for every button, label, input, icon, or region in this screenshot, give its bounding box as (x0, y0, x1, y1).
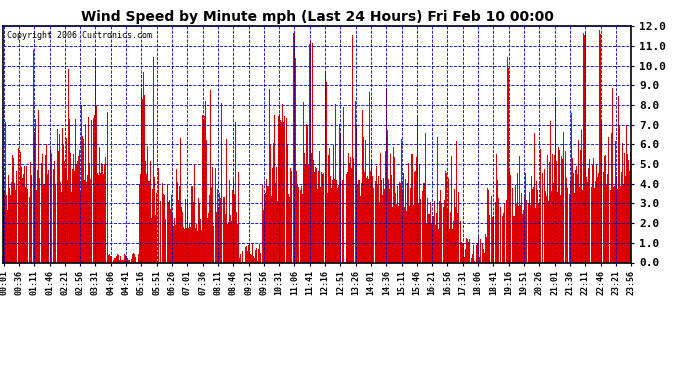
Text: Copyright 2006 Curtronics.com: Copyright 2006 Curtronics.com (7, 31, 152, 40)
Title: Wind Speed by Minute mph (Last 24 Hours) Fri Feb 10 00:00: Wind Speed by Minute mph (Last 24 Hours)… (81, 10, 554, 24)
